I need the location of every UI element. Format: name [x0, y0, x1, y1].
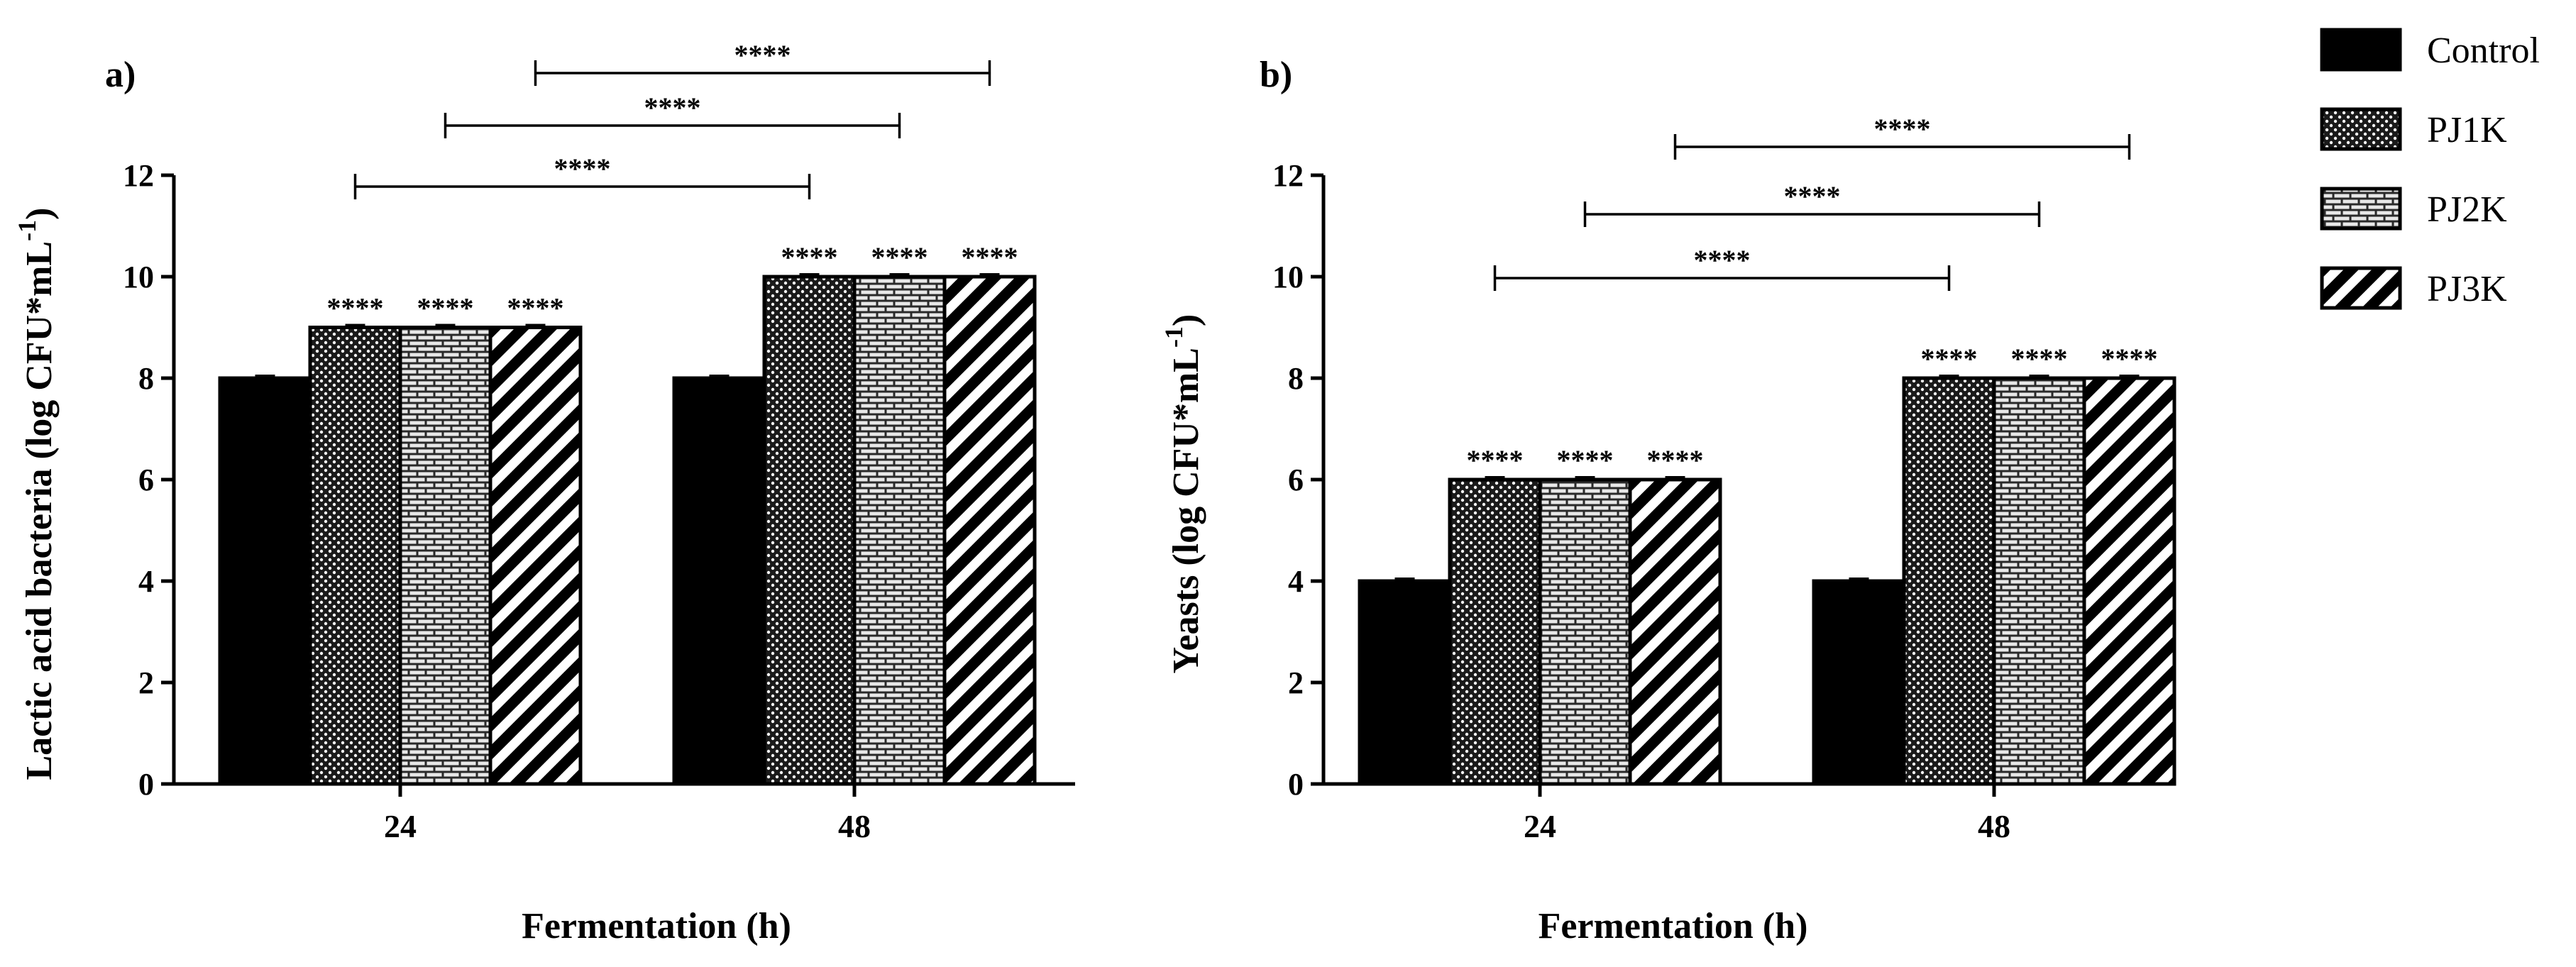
bar-PJ2K-48	[852, 275, 947, 786]
legend-item-PJ2K: PJ2K	[2320, 187, 2507, 231]
legend-label: Control	[2427, 31, 2540, 71]
legend-swatch-Control	[2320, 28, 2402, 72]
legend-swatch-PJ2K	[2320, 187, 2402, 231]
bracket-label: ****	[644, 92, 701, 123]
legend-swatch-PJ3K	[2320, 266, 2402, 310]
y-axis-title: Yeasts (log CFU*mL-1)	[1160, 314, 1206, 674]
x-tick-label: 24	[1524, 808, 1556, 844]
y-tick-label: 2	[138, 665, 154, 700]
y-axis-title-close: )	[19, 208, 60, 220]
y-tick-label: 10	[123, 260, 154, 294]
bracket-label: ****	[1874, 113, 1931, 145]
bar-PJ3K-24	[1628, 477, 1722, 786]
x-axis-title: Fermentation (h)	[1539, 906, 1808, 946]
comparison-bracket: ****	[1673, 113, 2131, 160]
legend-item-PJ1K: PJ1K	[2320, 107, 2507, 151]
bar-PJ1K-24	[308, 326, 402, 786]
bar-Control-24	[1358, 579, 1452, 786]
y-tick-label: 12	[1272, 158, 1304, 193]
significance-label: ****	[962, 241, 1018, 273]
bar-PJ2K-48	[1992, 376, 2086, 786]
bracket-label: ****	[1694, 244, 1751, 276]
bracket-label: ****	[734, 39, 791, 71]
y-axis-title-main: Lactic acid bacteria (log CFU*mL	[19, 241, 60, 780]
comparison-bracket: ****	[1493, 244, 1951, 291]
x-axis-title: Fermentation (h)	[522, 906, 791, 946]
legend: Control PJ1K PJ2K PJ3K	[2320, 28, 2540, 310]
bar-Control-48	[672, 376, 766, 786]
y-tick-label: 0	[138, 767, 154, 802]
bar-Control-48	[1812, 579, 1906, 786]
bar-Control-24	[218, 376, 312, 786]
significance-label: ****	[1557, 444, 1614, 476]
legend-item-Control: Control	[2320, 28, 2540, 72]
comparison-bracket: ****	[444, 92, 901, 138]
legend-swatch-PJ1K	[2320, 107, 2402, 151]
x-tick-label: 24	[384, 808, 417, 844]
comparison-bracket: ****	[1583, 180, 2041, 227]
y-axis-title-main: Yeasts (log CFU*mL	[1166, 348, 1206, 673]
y-tick-label: 12	[123, 158, 154, 193]
y-tick-label: 4	[138, 564, 154, 599]
x-tick-label: 48	[1978, 808, 2010, 844]
bar-PJ3K-48	[2082, 376, 2176, 786]
y-tick-label: 4	[1288, 564, 1304, 599]
bracket-label: ****	[1784, 180, 1841, 212]
bar-PJ3K-24	[488, 326, 583, 786]
x-tick-label: 48	[838, 808, 871, 844]
significance-label: ****	[871, 241, 928, 273]
significance-label: ****	[417, 292, 474, 324]
bar-PJ3K-48	[942, 275, 1037, 786]
y-axis-title-superscript: -1	[1160, 326, 1188, 348]
y-tick-label: 8	[138, 361, 154, 396]
significance-label: ****	[2011, 343, 2068, 375]
significance-label: ****	[1921, 343, 1978, 375]
bar-PJ1K-48	[1902, 376, 1996, 786]
significance-label: ****	[1647, 444, 1704, 476]
y-tick-label: 6	[138, 463, 154, 497]
bar-PJ2K-24	[1538, 477, 1632, 786]
significance-label: ****	[2101, 343, 2158, 375]
y-tick-label: 10	[1272, 260, 1304, 294]
y-axis-title-close: )	[1166, 314, 1206, 326]
panel-label: a)	[105, 55, 136, 95]
significance-label: ****	[1467, 444, 1524, 476]
significance-label: ****	[507, 292, 564, 324]
y-axis-title: Lactic acid bacteria (log CFU*mL-1)	[13, 208, 60, 780]
y-tick-label: 6	[1288, 463, 1304, 497]
significance-label: ****	[781, 241, 838, 273]
y-tick-label: 8	[1288, 361, 1304, 396]
bracket-label: ****	[554, 153, 611, 184]
panel-label: b)	[1260, 55, 1292, 95]
y-axis-title-superscript: -1	[13, 220, 41, 241]
bar-PJ1K-48	[762, 275, 857, 786]
y-tick-label: 2	[1288, 665, 1304, 700]
legend-label: PJ2K	[2427, 189, 2507, 230]
legend-item-PJ3K: PJ3K	[2320, 266, 2507, 310]
bar-PJ2K-24	[398, 326, 492, 786]
comparison-bracket: ****	[534, 39, 991, 86]
y-tick-label: 0	[1288, 767, 1304, 802]
bar-PJ1K-24	[1448, 477, 1542, 786]
significance-label: ****	[327, 292, 384, 324]
comparison-bracket: ****	[353, 153, 811, 199]
legend-label: PJ1K	[2427, 110, 2507, 150]
legend-label: PJ3K	[2427, 269, 2507, 309]
